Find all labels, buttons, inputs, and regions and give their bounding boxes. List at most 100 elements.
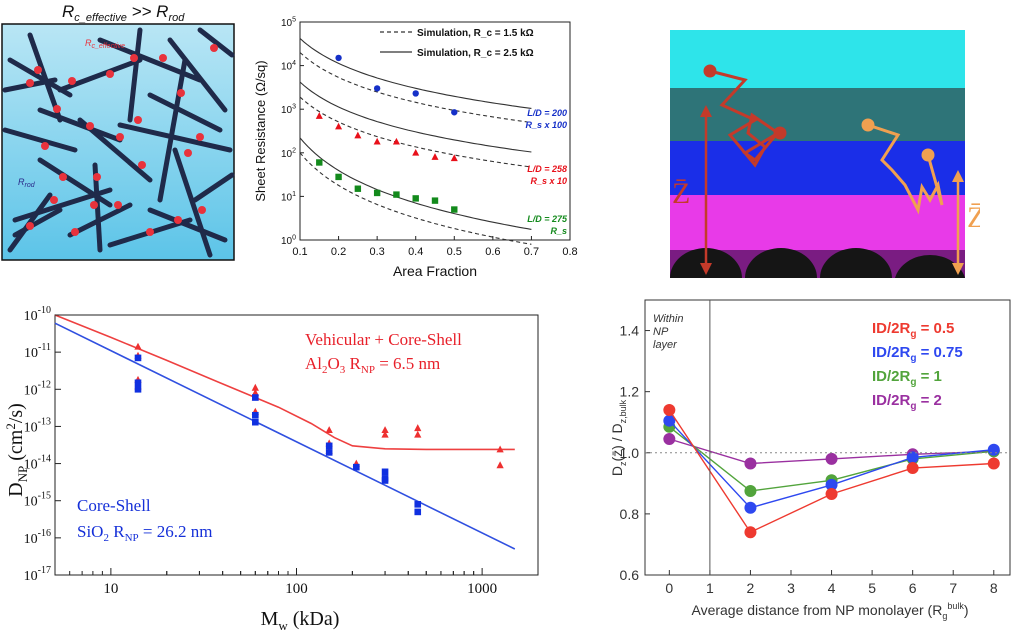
- data-point: [354, 131, 362, 139]
- nanowire-rod: [147, 207, 228, 243]
- sheet-legend: Simulation, R_c = 1.5 kΩ Simulation, R_c…: [380, 28, 534, 59]
- sheet-plot-frame: [299, 21, 571, 241]
- sheet-data-points: [315, 54, 458, 213]
- fit-line: [54, 322, 516, 550]
- data-point: [251, 388, 259, 396]
- x-tick-label: 5: [868, 580, 876, 596]
- data-point: [134, 385, 142, 393]
- ratio-series: [663, 404, 1000, 539]
- x-tick-label: 2: [747, 580, 755, 596]
- data-point: [316, 159, 323, 166]
- data-point: [392, 137, 400, 145]
- junction-dot: [146, 228, 154, 236]
- x-tick-label: 0.2: [331, 246, 346, 258]
- nanoparticle: [895, 255, 965, 278]
- nanowire-rods: [2, 27, 235, 258]
- data-point: [412, 195, 419, 202]
- ratio-axis-ticks: 0 1 2 3 4 5 6 7 8 0.6 0.8 1.0 1.2 1.4: [620, 300, 1010, 596]
- legend-entry: ID/2Rg = 0.5: [872, 320, 954, 340]
- data-point: [496, 445, 504, 453]
- y-tick-label: 10-15: [24, 491, 51, 510]
- data-point: [451, 206, 458, 213]
- series-point: [744, 501, 757, 514]
- region-label-line: NP: [653, 326, 669, 338]
- junctions: [26, 44, 218, 236]
- sheet-resistance-chart: 0.1 0.2 0.3 0.4 0.5 0.6 0.7 0.8 100 101 102 103 104 1…: [253, 17, 578, 280]
- ratio-xlabel: Average distance from NP monolayer (Rgbu…: [691, 601, 968, 621]
- nanowire-rod: [147, 92, 223, 133]
- data-point: [373, 189, 381, 197]
- sheet-xlabel: Area Fraction: [393, 263, 477, 279]
- series-point: [825, 452, 838, 465]
- series-point: [663, 404, 676, 416]
- simulation-curve-dashed: [299, 52, 532, 124]
- nanoparticle: [820, 248, 892, 278]
- layer-magenta: [670, 195, 965, 250]
- x-tick-label: 10: [103, 581, 118, 597]
- junction-dot: [71, 228, 79, 236]
- red-chain: [709, 69, 782, 168]
- data-point: [450, 154, 458, 162]
- data-point: [252, 394, 259, 401]
- data-point: [325, 426, 333, 433]
- orange-polymer-path: [861, 118, 944, 215]
- junction-dot: [174, 216, 182, 224]
- legend-entry: ID/2Rg = 0.75: [872, 344, 963, 364]
- y-tick-label: 10-16: [24, 528, 51, 547]
- data-point: [354, 185, 362, 192]
- series-point: [987, 443, 1000, 456]
- y-tick-label: 0.6: [620, 567, 640, 583]
- series-scale: R_s x 100: [525, 120, 567, 130]
- data-point: [353, 463, 360, 471]
- junction-dot: [93, 173, 101, 181]
- y-tick-label: 10-12: [24, 379, 51, 398]
- red-polymer-path: [703, 64, 787, 168]
- series-name: L/D = 275: [527, 214, 568, 224]
- data-point: [335, 173, 342, 181]
- annotation-coreshell: Core-Shell: [77, 496, 151, 515]
- y-tick-label: 102: [281, 147, 296, 160]
- series-scale: R_s x 10: [530, 176, 567, 186]
- x-tick-label: 100: [285, 581, 308, 597]
- orange-chain-end: [861, 118, 875, 132]
- red-chain-end: [703, 64, 717, 78]
- data-point: [315, 112, 323, 119]
- data-point: [393, 191, 400, 198]
- y-tick-label: 104: [281, 60, 296, 73]
- region-label-line: layer: [653, 339, 678, 351]
- nanowire-rod: [172, 147, 213, 258]
- junction-dot: [68, 77, 76, 85]
- junction-dot: [53, 105, 61, 113]
- junction-dot: [196, 133, 204, 141]
- junction-dot: [86, 122, 94, 130]
- data-point: [251, 383, 259, 391]
- junction-dot: [26, 222, 34, 230]
- nanowire-rod: [37, 107, 123, 143]
- simulation-curve-solid: [299, 81, 532, 153]
- data-point: [381, 477, 389, 484]
- data-point: [325, 442, 333, 450]
- junction-dot: [116, 133, 124, 141]
- sheet-ylabel: Sheet Resistance (Ω/sq): [253, 60, 268, 201]
- data-point: [252, 418, 259, 426]
- legend-entry: ID/2Rg = 2: [872, 392, 942, 412]
- x-tick-label: 0.8: [562, 246, 577, 258]
- nanowire-rod: [12, 207, 63, 238]
- layer-cyan: [670, 30, 965, 88]
- data-point: [414, 424, 422, 432]
- series-point: [987, 457, 1000, 470]
- series-line: [668, 409, 994, 534]
- x-tick-label: 1: [706, 580, 714, 596]
- series-point: [906, 462, 919, 475]
- data-point: [373, 137, 381, 145]
- x-tick-label: 0.7: [524, 246, 539, 258]
- y-tick-label: 1.0: [620, 445, 640, 461]
- legend-label-dashed: Simulation, R_c = 1.5 kΩ: [417, 28, 534, 39]
- diffusion-data-points: [134, 342, 504, 516]
- x-tick-label: 0.6: [485, 246, 500, 258]
- data-point: [381, 468, 389, 476]
- fit-lines: [54, 314, 516, 550]
- nanowire-rod: [127, 27, 143, 123]
- simulation-curve-dashed: [299, 152, 532, 245]
